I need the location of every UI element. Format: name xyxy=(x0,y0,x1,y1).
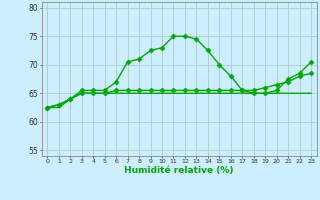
X-axis label: Humidité relative (%): Humidité relative (%) xyxy=(124,166,234,175)
